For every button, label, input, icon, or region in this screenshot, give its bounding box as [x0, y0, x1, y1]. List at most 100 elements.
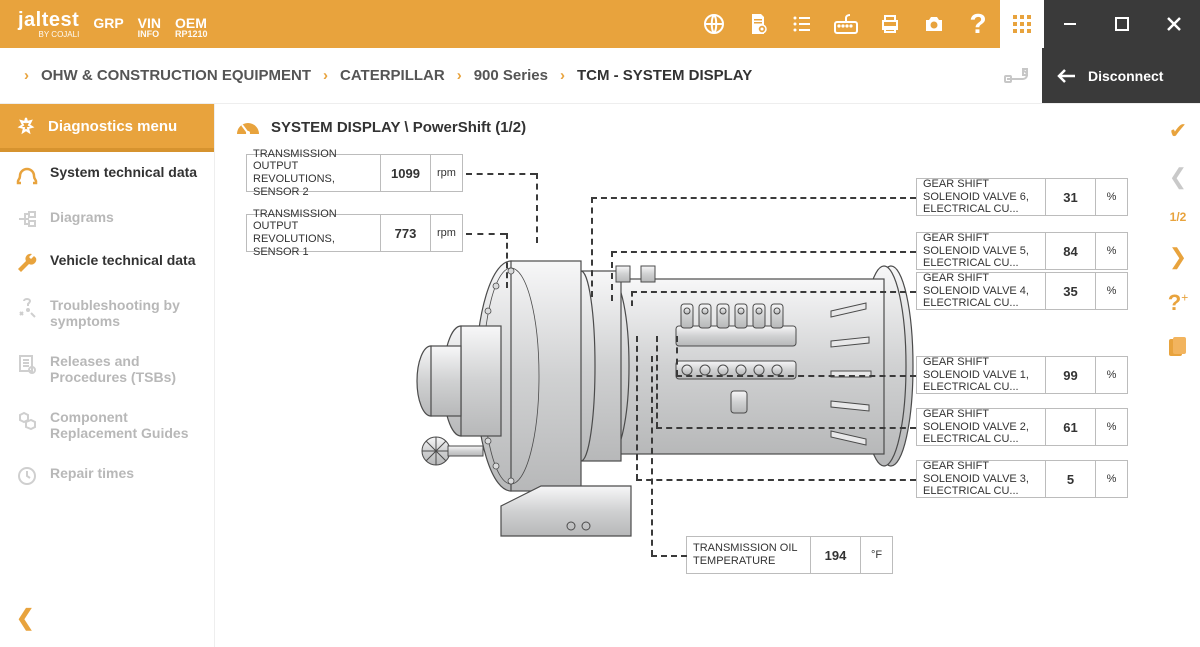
logo-brand: jaltest: [18, 9, 79, 31]
crumb-3: TCM - SYSTEM DISPLAY: [577, 67, 752, 84]
sidebar-item-troubleshooting[interactable]: Troubleshooting by symptoms: [0, 285, 214, 341]
clock-icon: [16, 466, 38, 486]
window-controls: [1044, 0, 1200, 48]
measurement-box: TRANSMISSION OUTPUT REVOLUTIONS, SENSOR …: [246, 214, 463, 252]
sidebar-item-vehicle-data[interactable]: Vehicle technical data: [0, 240, 214, 285]
sidebar-item-releases[interactable]: Releases and Procedures (TSBs): [0, 341, 214, 397]
close-button[interactable]: [1148, 0, 1200, 48]
connector-line: [656, 336, 658, 428]
connector-line: [656, 427, 916, 429]
maximize-button[interactable]: [1096, 0, 1148, 48]
connector-line: [536, 173, 538, 243]
top-bar: jaltest BY COJALI GRP VININFO OEMRP1210 …: [0, 0, 1200, 48]
meas-label: GEAR SHIFT SOLENOID VALVE 2, ELECTRICAL …: [916, 408, 1046, 446]
globe-icon[interactable]: [692, 0, 736, 48]
connector-line: [676, 375, 916, 377]
troubleshoot-icon: [16, 298, 38, 318]
meas-value: 61: [1046, 408, 1096, 446]
wrench-icon: [16, 253, 38, 273]
connector-line: [611, 251, 916, 253]
meas-label: GEAR SHIFT SOLENOID VALVE 6, ELECTRICAL …: [916, 178, 1046, 216]
measurement-box: GEAR SHIFT SOLENOID VALVE 3, ELECTRICAL …: [916, 460, 1128, 498]
meas-label: TRANSMISSION OUTPUT REVOLUTIONS, SENSOR …: [246, 214, 381, 252]
meas-unit: %: [1096, 356, 1128, 394]
confirm-icon[interactable]: ✔: [1169, 118, 1187, 144]
meas-unit: %: [1096, 272, 1128, 310]
save-data-icon[interactable]: [1167, 336, 1189, 364]
sidebar-item-diagrams[interactable]: Diagrams: [0, 197, 214, 240]
next-chevron-icon[interactable]: ❯: [1169, 244, 1187, 270]
meas-unit: rpm: [431, 154, 463, 192]
meas-value: 194: [811, 536, 861, 574]
main-title: SYSTEM DISPLAY \ PowerShift (1/2): [271, 119, 526, 136]
diagram-canvas: TRANSMISSION OUTPUT REVOLUTIONS, SENSOR …: [231, 146, 1150, 641]
menu-grp[interactable]: GRP: [93, 16, 123, 30]
sidebar-item-repair-times[interactable]: Repair times: [0, 453, 214, 498]
connector-line: [631, 291, 916, 293]
transmission-diagram: [331, 216, 931, 556]
meas-label: GEAR SHIFT SOLENOID VALVE 5, ELECTRICAL …: [916, 232, 1046, 270]
measurement-box: GEAR SHIFT SOLENOID VALVE 5, ELECTRICAL …: [916, 232, 1128, 270]
menu-oem[interactable]: OEMRP1210: [175, 16, 208, 39]
right-rail: ✔ ❮ 1/2 ❯ ?+: [1156, 104, 1200, 647]
help-request-icon[interactable]: ?+: [1168, 290, 1188, 316]
help-icon[interactable]: ?: [956, 0, 1000, 48]
list-icon[interactable]: [780, 0, 824, 48]
measurement-box: TRANSMISSION OUTPUT REVOLUTIONS, SENSOR …: [246, 154, 463, 192]
main-content: SYSTEM DISPLAY \ PowerShift (1/2): [215, 104, 1156, 647]
meas-unit: %: [1096, 408, 1128, 446]
disconnect-button[interactable]: Disconnect: [1042, 48, 1200, 103]
meas-value: 5: [1046, 460, 1096, 498]
prev-chevron-icon[interactable]: ❮: [1169, 164, 1187, 190]
menu-vin[interactable]: VININFO: [138, 16, 161, 39]
measurement-box: GEAR SHIFT SOLENOID VALVE 1, ELECTRICAL …: [916, 356, 1128, 394]
crumb-0[interactable]: OHW & CONSTRUCTION EQUIPMENT: [41, 67, 311, 84]
connector-line: [466, 233, 506, 235]
sidebar-back-button[interactable]: ❮: [0, 589, 214, 647]
disconnect-label: Disconnect: [1088, 68, 1163, 84]
meas-label: GEAR SHIFT SOLENOID VALVE 4, ELECTRICAL …: [916, 272, 1046, 310]
connection-icon: [992, 48, 1042, 103]
toolbar-icons: ?: [692, 0, 1044, 48]
apps-icon[interactable]: [1000, 0, 1044, 48]
print-icon[interactable]: [868, 0, 912, 48]
meas-unit: °F: [861, 536, 893, 574]
meas-label: GEAR SHIFT SOLENOID VALVE 3, ELECTRICAL …: [916, 460, 1046, 498]
connector-line: [676, 336, 678, 376]
crumb-2[interactable]: 900 Series: [474, 67, 548, 84]
connector-line: [651, 356, 653, 556]
connector-line: [636, 336, 638, 480]
keyboard-icon[interactable]: [824, 0, 868, 48]
measurement-box: GEAR SHIFT SOLENOID VALVE 6, ELECTRICAL …: [916, 178, 1128, 216]
meas-value: 1099: [381, 154, 431, 192]
meas-value: 99: [1046, 356, 1096, 394]
crumb-1[interactable]: CATERPILLAR: [340, 67, 445, 84]
gauge-icon: [235, 118, 261, 136]
sidebar-item-system-data[interactable]: System technical data: [0, 152, 214, 197]
connector-line: [631, 291, 633, 306]
measurement-box: GEAR SHIFT SOLENOID VALVE 2, ELECTRICAL …: [916, 408, 1128, 446]
doc-stack-icon: [16, 354, 38, 374]
diagram-icon: [16, 210, 38, 228]
measurement-box: TRANSMISSION OIL TEMPERATURE194°F: [686, 536, 893, 574]
connector-line: [591, 197, 916, 199]
document-icon[interactable]: [736, 0, 780, 48]
meas-value: 35: [1046, 272, 1096, 310]
top-menu: GRP VININFO OEMRP1210: [93, 10, 207, 39]
breadcrumb: ›OHW & CONSTRUCTION EQUIPMENT ›CATERPILL…: [0, 48, 992, 103]
meas-unit: rpm: [431, 214, 463, 252]
meas-label: TRANSMISSION OUTPUT REVOLUTIONS, SENSOR …: [246, 154, 381, 192]
meas-label: GEAR SHIFT SOLENOID VALVE 1, ELECTRICAL …: [916, 356, 1046, 394]
omega-icon: [16, 165, 38, 185]
connector-line: [611, 251, 613, 301]
meas-value: 84: [1046, 232, 1096, 270]
meas-label: TRANSMISSION OIL TEMPERATURE: [686, 536, 811, 574]
main-header: SYSTEM DISPLAY \ PowerShift (1/2): [215, 104, 1156, 146]
connector-line: [591, 197, 593, 297]
meas-unit: %: [1096, 460, 1128, 498]
minimize-button[interactable]: [1044, 0, 1096, 48]
camera-icon[interactable]: [912, 0, 956, 48]
meas-unit: %: [1096, 232, 1128, 270]
sidebar-item-component[interactable]: Component Replacement Guides: [0, 397, 214, 453]
meas-unit: %: [1096, 178, 1128, 216]
